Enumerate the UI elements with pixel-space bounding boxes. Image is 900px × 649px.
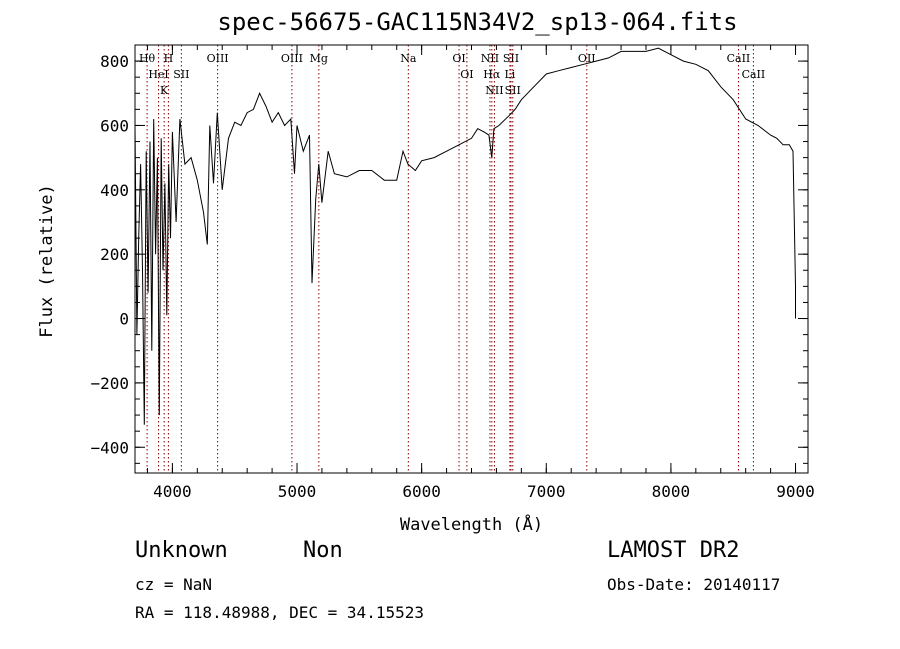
y-tick-label-1: −200 — [90, 374, 129, 393]
line-marker-label-16: SII — [505, 84, 521, 97]
y-axis-label: Flux (relative) — [37, 184, 57, 338]
line-marker-label-6: OIII — [281, 52, 303, 65]
line-marker-label-17: OII — [578, 52, 596, 65]
line-marker-label-1: HeI — [148, 68, 168, 81]
line-marker-label-19: CaII — [742, 68, 766, 81]
coordinates-readout: RA = 118.48988, DEC = 34.15523 — [135, 603, 424, 622]
line-marker-label-12: Hα — [483, 68, 501, 81]
x-tick-label-1: 5000 — [278, 482, 317, 501]
observation-date: Obs-Date: 20140117 — [607, 575, 781, 594]
survey-name: LAMOST DR2 — [607, 538, 740, 563]
line-marker-label-8: Na — [400, 52, 417, 65]
x-tick-label-5: 9000 — [776, 482, 815, 501]
line-marker-label-2: K — [160, 84, 169, 97]
spectrum-line — [134, 47, 796, 425]
line-marker-label-15: Li — [504, 68, 515, 81]
line-marker-label-14: SII — [503, 52, 519, 65]
line-marker-label-0: Hθ — [139, 52, 156, 65]
y-tick-label-3: 200 — [100, 245, 129, 264]
y-tick-label-4: 400 — [100, 181, 129, 200]
line-marker-label-7: Mg — [310, 52, 328, 65]
x-tick-label-2: 6000 — [402, 482, 441, 501]
line-marker-label-10: OI — [460, 68, 473, 81]
x-tick-label-3: 7000 — [527, 482, 566, 501]
line-marker-label-11: NII — [481, 52, 499, 65]
line-marker-label-9: OI — [452, 52, 465, 65]
y-tick-label-6: 800 — [100, 52, 129, 71]
line-marker-label-18: CaII — [727, 52, 751, 65]
line-marker-label-4: SII — [173, 68, 189, 81]
y-tick-label-0: −400 — [90, 438, 129, 457]
object-subclass: Non — [303, 538, 343, 563]
object-class: Unknown — [135, 538, 228, 563]
line-marker-label-13: NII — [485, 84, 503, 97]
x-tick-label-0: 4000 — [153, 482, 192, 501]
line-marker-label-3: H — [164, 52, 174, 65]
chart-title: spec-56675-GAC115N34V2_sp13-064.fits — [217, 8, 738, 36]
plot-frame — [134, 44, 809, 474]
redshift-readout: cz = NaN — [135, 575, 213, 594]
y-tick-label-2: 0 — [119, 310, 129, 329]
line-marker-label-5: OIII — [207, 52, 229, 65]
x-tick-label-4: 8000 — [652, 482, 691, 501]
x-axis-label: Wavelength (Å) — [400, 513, 543, 535]
y-tick-label-5: 600 — [100, 116, 129, 135]
